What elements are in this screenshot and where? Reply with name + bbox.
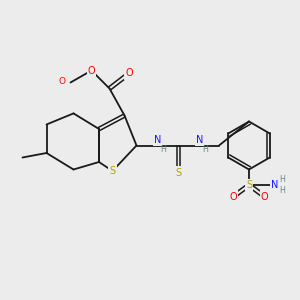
Text: H: H bbox=[279, 186, 285, 195]
Text: O: O bbox=[230, 191, 237, 202]
Text: N: N bbox=[271, 180, 278, 190]
Text: S: S bbox=[110, 166, 116, 176]
Text: O: O bbox=[261, 191, 268, 202]
Text: N: N bbox=[196, 135, 203, 146]
Text: O: O bbox=[88, 65, 95, 76]
Text: S: S bbox=[176, 167, 182, 178]
Text: H: H bbox=[160, 145, 166, 154]
Text: H: H bbox=[279, 175, 285, 184]
Text: N: N bbox=[154, 135, 161, 146]
Text: O: O bbox=[58, 77, 66, 86]
Text: S: S bbox=[246, 180, 252, 190]
Text: H: H bbox=[202, 145, 208, 154]
Text: O: O bbox=[125, 68, 133, 79]
